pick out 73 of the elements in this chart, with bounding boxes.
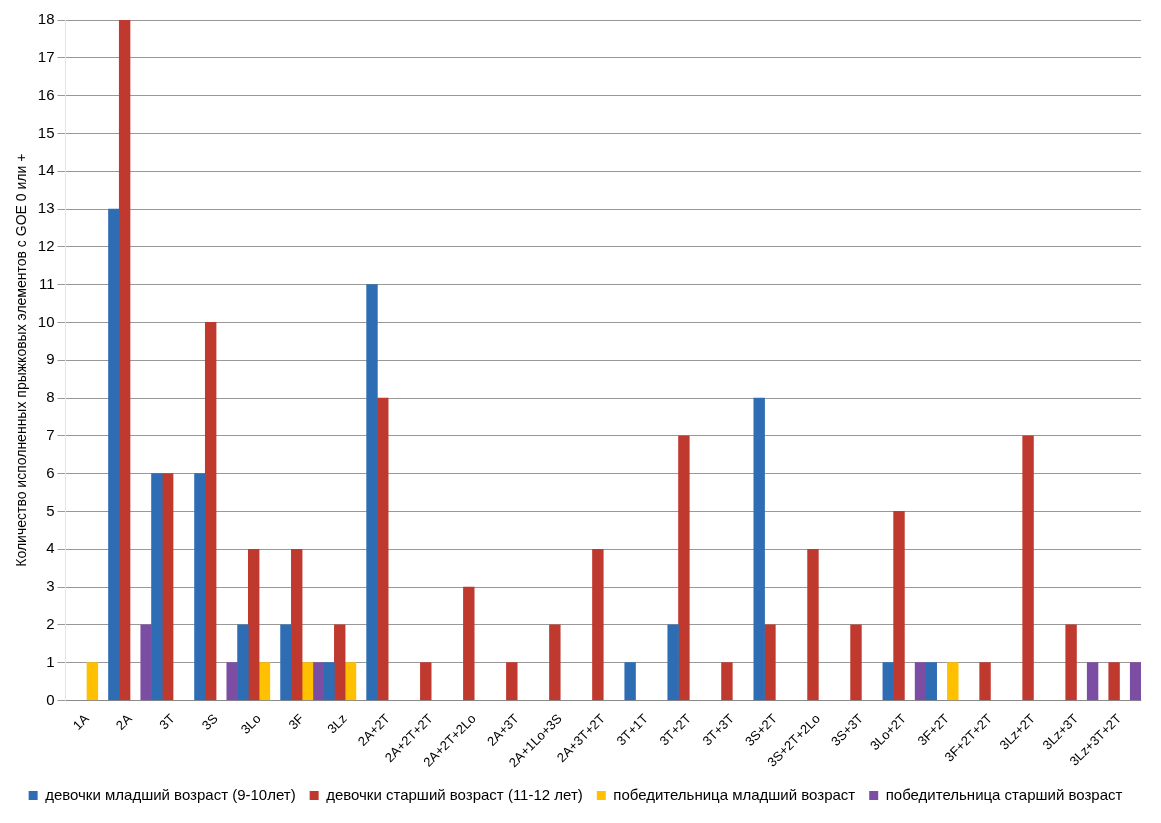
- bar: [1022, 435, 1034, 701]
- y-tick-label: 11: [38, 274, 55, 292]
- bar: [194, 473, 206, 701]
- x-tick-label: 3Lz: [324, 710, 350, 737]
- bar: [258, 662, 271, 701]
- bar: [344, 662, 357, 701]
- y-tick-label: 2: [46, 614, 55, 632]
- x-tick-label: 2A: [112, 710, 135, 733]
- bar: [334, 624, 346, 701]
- bar: [301, 662, 314, 701]
- bar: [667, 624, 679, 701]
- legend-label: победительница младший возраст: [613, 785, 856, 803]
- y-tick-label: 7: [46, 425, 55, 443]
- y-tick-label: 13: [37, 199, 55, 217]
- legend-label: победительница старший возраст: [885, 785, 1123, 803]
- bar: [463, 586, 475, 701]
- x-tick-label: 3T: [156, 710, 178, 733]
- bar: [118, 20, 131, 701]
- bar: [247, 548, 260, 701]
- bar: [753, 397, 765, 701]
- bar: [86, 662, 99, 701]
- bar: [979, 662, 991, 701]
- y-axis-title: Количество исполненных прыжковых элементов с GOE 0 или +: [13, 153, 30, 567]
- bar: [226, 662, 238, 701]
- y-tick-label: 1: [46, 652, 55, 670]
- y-tick-label: 4: [46, 539, 55, 557]
- y-tick-label: 9: [46, 350, 55, 368]
- legend-label: девочки старший возраст (11-12 лет): [326, 785, 583, 803]
- bar: [624, 662, 636, 701]
- y-tick-label: 0: [46, 690, 55, 708]
- x-tick-label: 3F: [285, 710, 307, 733]
- legend-label: девочки младший возраст (9-10лет): [45, 785, 296, 803]
- bar: [108, 208, 120, 701]
- bar: [1129, 662, 1141, 701]
- y-tick-label: 15: [37, 123, 55, 141]
- y-tick-label: 6: [46, 463, 55, 481]
- y-tick-label: 3: [46, 577, 55, 595]
- bar: [420, 662, 432, 701]
- bar: [549, 624, 561, 701]
- bar: [807, 548, 819, 701]
- bar: [1086, 662, 1099, 701]
- bar: [592, 548, 604, 701]
- y-tick-label: 18: [37, 10, 55, 28]
- y-tick-label: 17: [37, 47, 55, 65]
- y-tick-label: 14: [37, 161, 55, 179]
- bar: [204, 322, 217, 701]
- bar: [151, 473, 163, 701]
- y-tick-label: 5: [46, 501, 55, 519]
- bar: [764, 624, 776, 701]
- bar: [925, 662, 937, 701]
- y-tick-label: 12: [37, 236, 55, 254]
- bar: [1108, 662, 1120, 701]
- y-tick-label: 10: [37, 312, 55, 330]
- bar: [893, 511, 905, 701]
- bar: [366, 284, 378, 701]
- bar: [914, 662, 927, 701]
- bar: [721, 662, 733, 701]
- x-tick-label: 3Lo: [237, 710, 264, 737]
- bar: [947, 662, 959, 701]
- bar: [140, 624, 152, 701]
- bar: [506, 662, 518, 701]
- y-tick-label: 8: [46, 388, 55, 406]
- bar: [280, 624, 292, 701]
- y-tick-label: 16: [37, 85, 55, 103]
- x-tick-label: 1A: [69, 710, 92, 733]
- bar: [291, 548, 303, 701]
- bar: [323, 662, 335, 701]
- bar: [678, 435, 690, 701]
- bar: [850, 624, 862, 701]
- bar: [882, 662, 894, 701]
- bar: [1065, 624, 1077, 701]
- x-tick-label: 3S: [198, 710, 221, 733]
- bar: [237, 624, 249, 701]
